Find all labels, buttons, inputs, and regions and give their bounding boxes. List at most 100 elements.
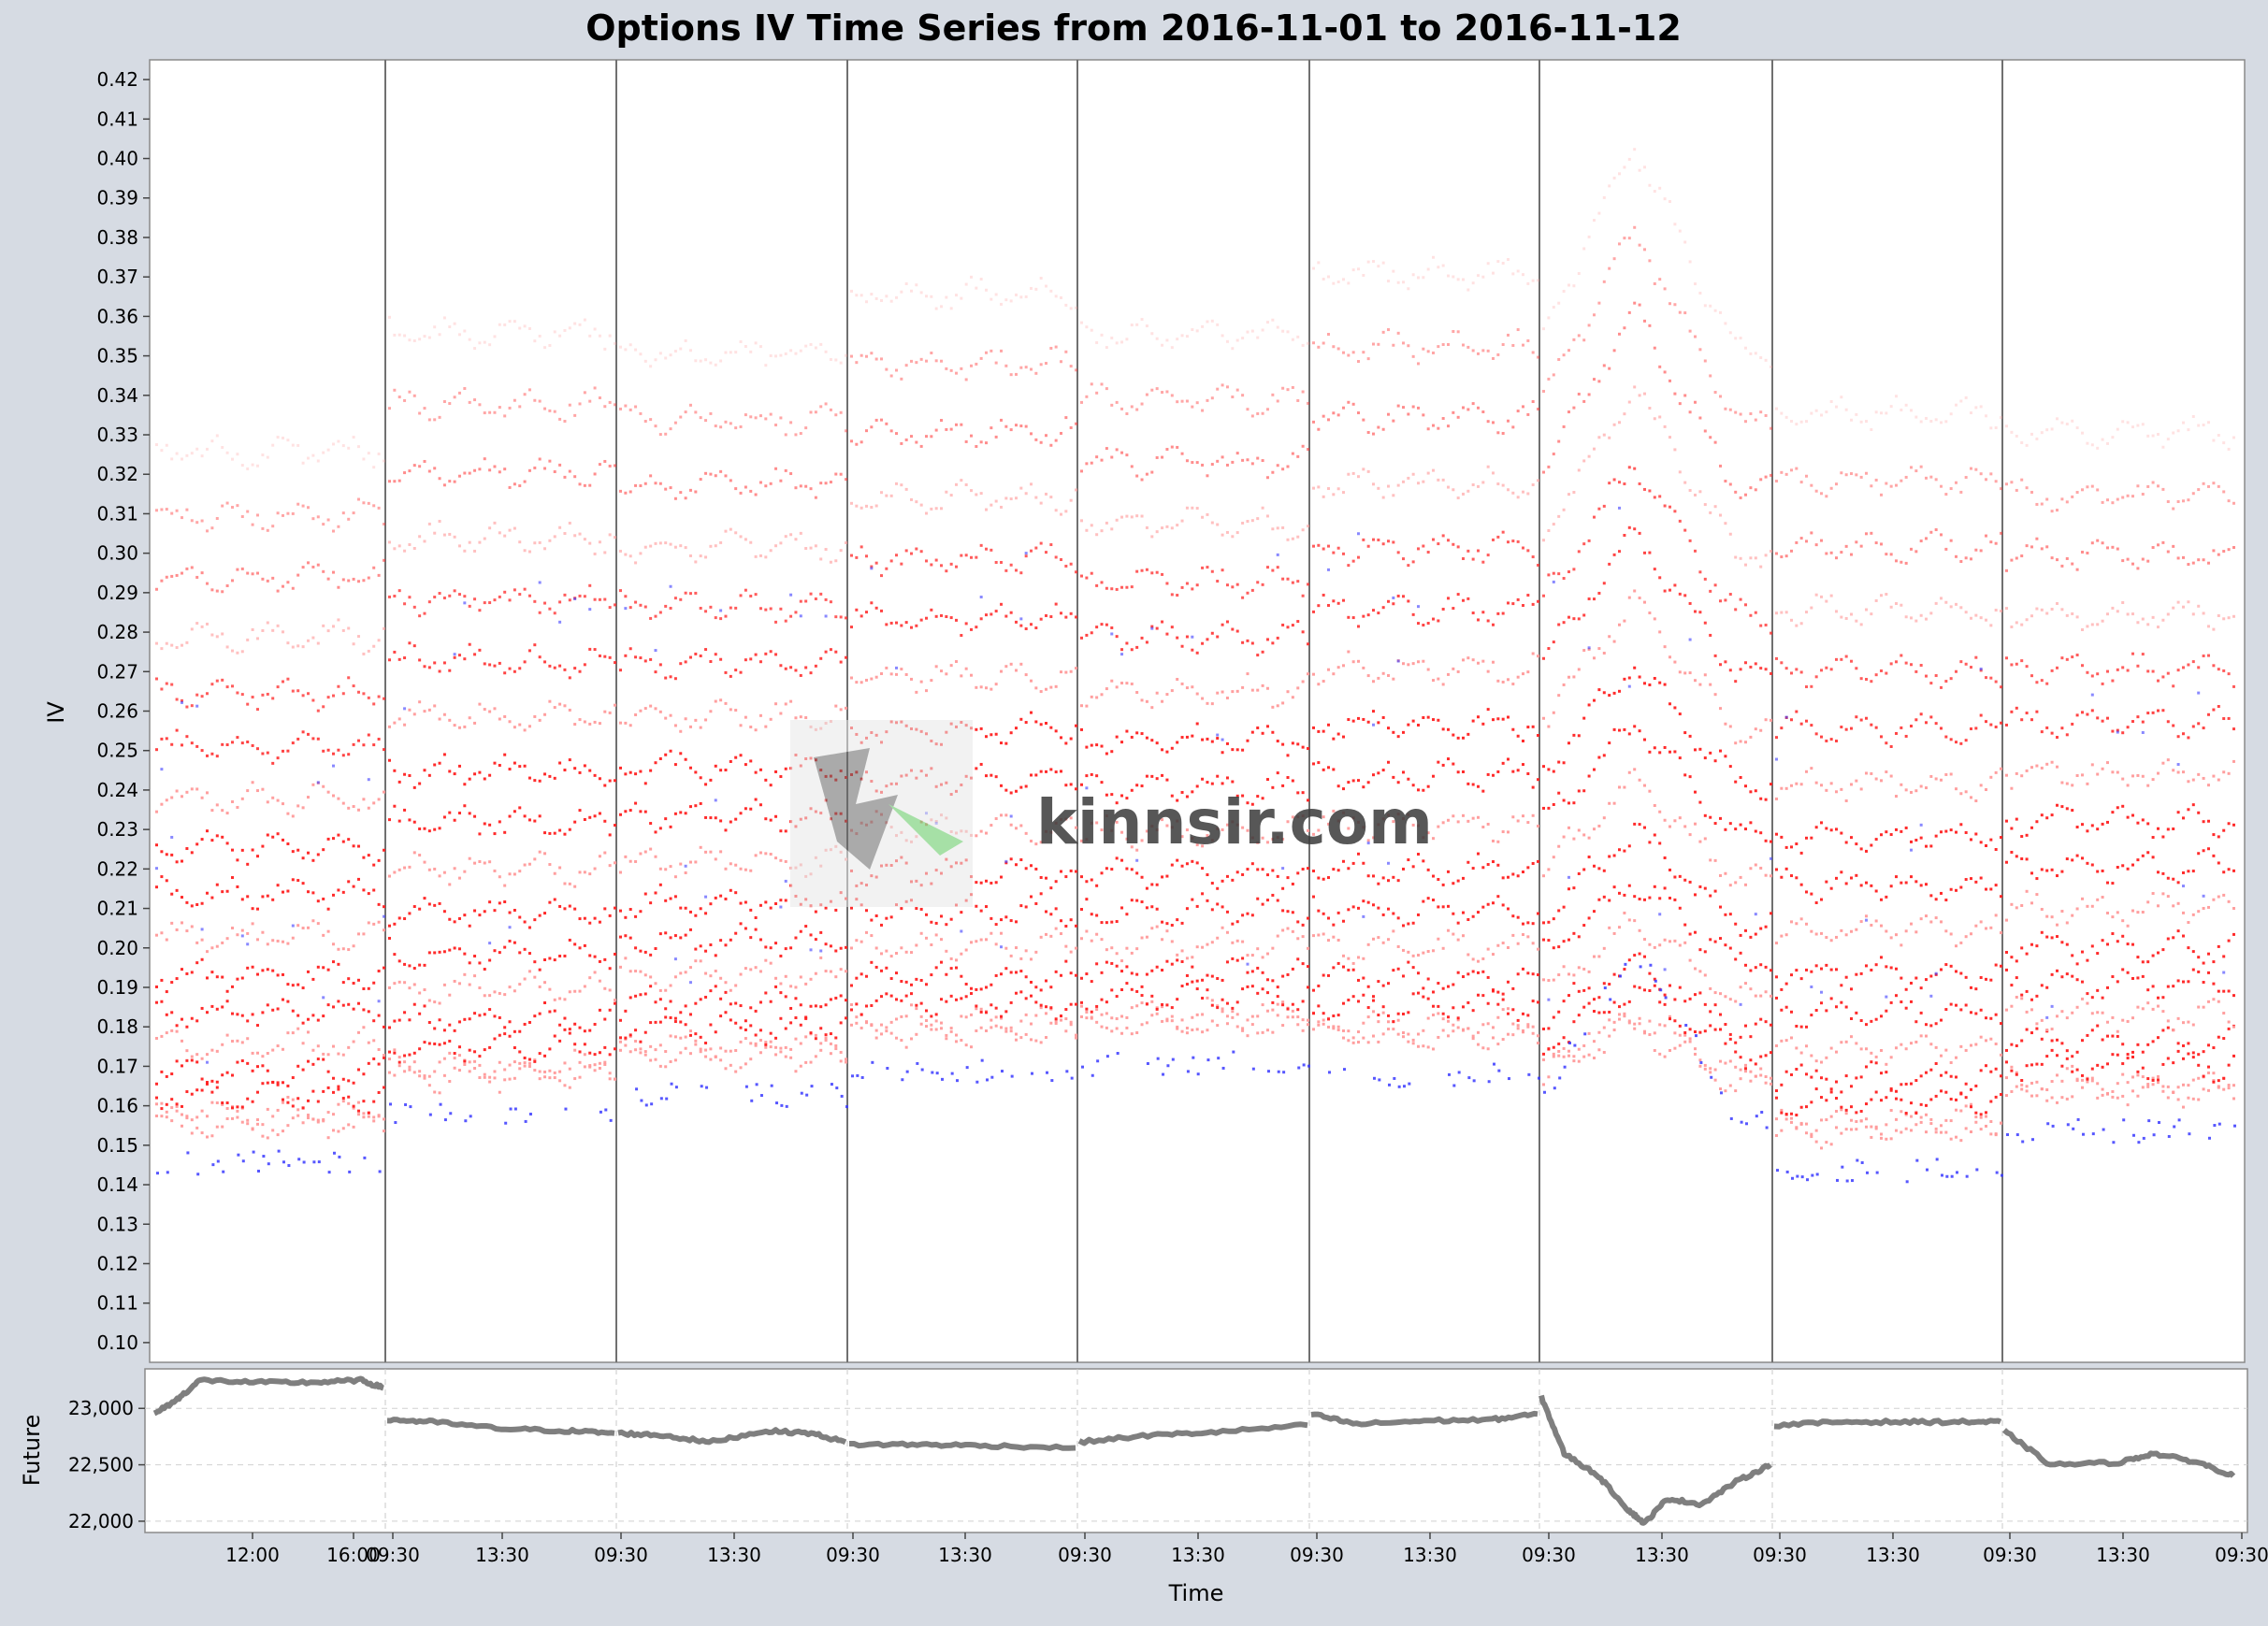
- iv-point: [397, 544, 401, 548]
- iv-point: [1064, 303, 1068, 307]
- iv-point: [769, 412, 773, 416]
- iv-point: [352, 684, 355, 688]
- iv-point: [524, 1119, 527, 1123]
- iv-point: [1417, 1032, 1420, 1036]
- iv-point: [1225, 776, 1229, 780]
- iv-point: [493, 909, 497, 913]
- iv-point: [824, 1003, 828, 1007]
- iv-point: [1357, 411, 1360, 415]
- iv-point: [920, 1068, 924, 1072]
- iv-point: [533, 1069, 537, 1072]
- iv-point: [1090, 631, 1093, 635]
- iv-point: [423, 1076, 426, 1080]
- iv-point: [729, 422, 732, 425]
- iv-point: [412, 905, 416, 909]
- iv-point: [619, 407, 622, 410]
- iv-point: [1357, 1030, 1360, 1034]
- iv-point: [804, 1035, 808, 1039]
- iv-point: [774, 354, 778, 358]
- iv-point: [886, 1066, 889, 1070]
- iv-point: [850, 554, 853, 557]
- iv-point: [508, 1034, 512, 1038]
- iv-point: [266, 943, 269, 946]
- iv-point: [236, 736, 239, 740]
- iv-point: [1441, 534, 1445, 538]
- iv-point: [1452, 912, 1455, 915]
- iv-point: [473, 1012, 477, 1015]
- iv-point: [221, 975, 224, 979]
- iv-point: [160, 850, 164, 854]
- iv-point: [1291, 882, 1294, 885]
- iv-point: [1271, 1000, 1275, 1004]
- iv-y-tick-label: 0.39: [96, 187, 138, 209]
- iv-point: [614, 824, 616, 827]
- iv-point: [628, 490, 632, 494]
- iv-point: [915, 624, 918, 627]
- iv-point: [1332, 809, 1336, 813]
- iv-point: [1516, 819, 1520, 823]
- iv-point: [985, 1011, 988, 1014]
- iv-point: [1466, 918, 1470, 922]
- iv-point: [673, 763, 677, 767]
- iv-point: [1507, 1007, 1510, 1011]
- iv-point: [457, 1020, 461, 1024]
- iv-point: [1120, 653, 1124, 656]
- iv-point: [1170, 1006, 1174, 1010]
- iv-point: [990, 931, 993, 935]
- iv-point: [388, 874, 391, 878]
- iv-point: [1176, 858, 1179, 862]
- iv-point: [603, 347, 607, 351]
- iv-point: [1276, 1014, 1279, 1017]
- iv-point: [1161, 938, 1164, 942]
- iv-point: [905, 1070, 909, 1073]
- iv-point: [488, 663, 492, 667]
- iv-point: [271, 835, 275, 839]
- iv-point: [724, 981, 728, 985]
- iv-point: [286, 1031, 290, 1035]
- iv-point: [498, 764, 501, 768]
- iv-point: [1481, 1023, 1485, 1027]
- iv-point: [1501, 483, 1505, 487]
- iv-point: [1372, 903, 1375, 907]
- iv-point: [1347, 281, 1351, 285]
- iv-point: [1096, 1059, 1100, 1063]
- iv-point: [673, 957, 677, 961]
- iv-point: [900, 562, 903, 566]
- iv-point: [814, 1037, 817, 1041]
- iv-point: [889, 977, 893, 981]
- iv-point: [956, 1079, 959, 1083]
- iv-point: [1075, 422, 1077, 425]
- iv-point: [377, 737, 381, 741]
- iv-point: [1332, 1025, 1336, 1029]
- iv-point: [1024, 867, 1028, 871]
- iv-point: [1362, 899, 1365, 903]
- iv-point: [814, 1033, 817, 1037]
- iv-point: [1039, 988, 1043, 992]
- iv-point: [688, 766, 692, 770]
- iv-point: [423, 827, 426, 830]
- iv-point: [1486, 1022, 1490, 1026]
- iv-point: [341, 890, 345, 894]
- iv-point: [478, 986, 482, 990]
- iv-point: [990, 426, 993, 430]
- iv-point: [236, 453, 239, 456]
- iv-point: [684, 660, 687, 664]
- iv-point: [1241, 521, 1245, 525]
- iv-point: [548, 831, 552, 835]
- iv-point: [1362, 717, 1365, 721]
- iv-point: [915, 690, 918, 694]
- iv-point: [463, 870, 467, 873]
- iv-point: [658, 433, 662, 437]
- iv-point: [457, 876, 461, 880]
- iv-point: [170, 981, 174, 985]
- iv-point: [1039, 892, 1043, 896]
- iv-point: [311, 1117, 315, 1121]
- iv-point: [301, 882, 305, 885]
- iv-point: [397, 396, 401, 399]
- iv-point: [608, 988, 612, 992]
- iv-point: [473, 468, 477, 472]
- iv-point: [186, 1151, 190, 1155]
- iv-point: [181, 1064, 183, 1068]
- iv-point: [573, 413, 577, 417]
- iv-point: [1342, 552, 1345, 555]
